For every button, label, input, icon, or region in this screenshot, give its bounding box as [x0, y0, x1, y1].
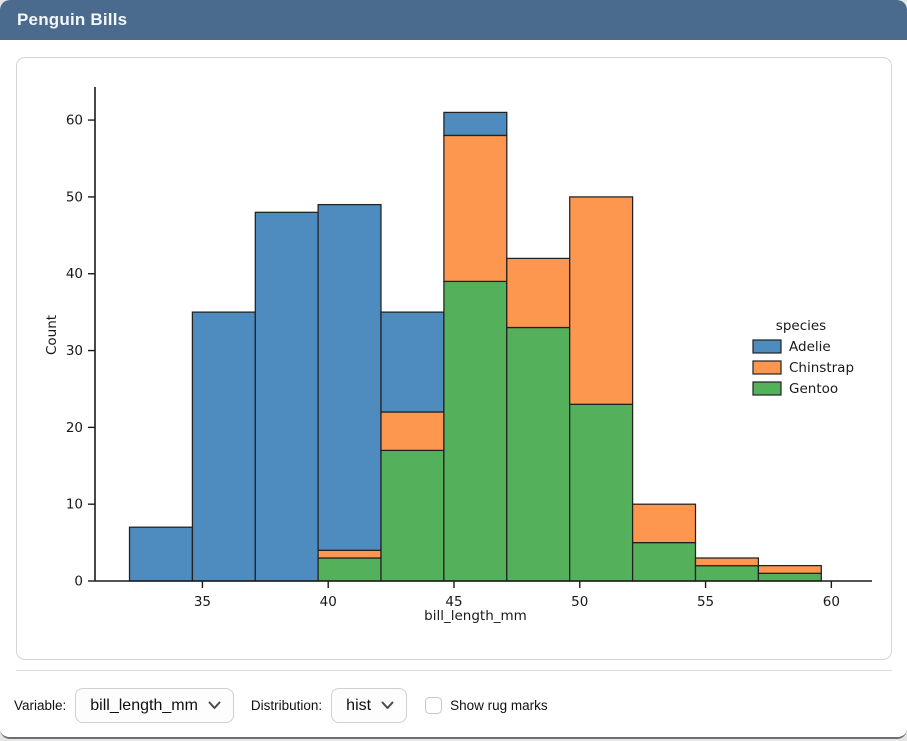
x-tick-label: 55 — [697, 594, 714, 610]
histogram-bar-segment-chinstrap — [317, 549, 382, 559]
legend-label-adelie: Adelie — [789, 339, 831, 355]
legend-swatch-adelie — [752, 339, 782, 354]
histogram-bar-segment-chinstrap — [506, 257, 571, 329]
rug-checkbox[interactable] — [425, 697, 443, 714]
histogram-bar-segment-adelie — [254, 211, 319, 582]
histogram-bar-segment-adelie — [443, 111, 508, 137]
title-bar: Penguin Bills — [0, 0, 907, 40]
histogram-bar-segment-adelie — [317, 203, 382, 551]
legend-label-gentoo: Gentoo — [789, 381, 838, 397]
legend-swatch-chinstrap — [752, 360, 782, 375]
histogram-chart: 35 40 45 50 55 60 0 10 20 30 40 50 60 bill_length_mm C… — [44, 87, 872, 624]
y-tick-label: 30 — [66, 343, 83, 359]
axes: 35 40 45 50 55 60 0 10 20 30 40 50 60 bill_length_mm C… — [44, 87, 872, 624]
histogram-bar-segment-gentoo — [443, 280, 508, 582]
histogram-bar-segment-adelie — [128, 526, 194, 582]
histogram-bars — [128, 111, 822, 582]
histogram-bar-segment-gentoo — [506, 326, 571, 582]
distribution-select-value: hist — [346, 696, 372, 714]
chevron-down-icon — [381, 701, 394, 709]
histogram-bar-segment-chinstrap — [569, 196, 634, 405]
histogram-bar-segment-chinstrap — [757, 564, 822, 574]
histogram-bar-segment-adelie — [380, 311, 445, 413]
y-tick-label: 10 — [66, 497, 83, 513]
chart-card: 35 40 45 50 55 60 0 10 20 30 40 50 60 bill_length_mm C… — [16, 57, 892, 660]
histogram-bar-segment-chinstrap — [380, 411, 445, 452]
legend-title: species — [776, 318, 826, 334]
histogram-bar-segment-gentoo — [757, 572, 822, 582]
rug-checkbox-label: Show rug marks — [450, 698, 548, 713]
x-tick-label: 45 — [445, 594, 462, 610]
histogram-bar-segment-chinstrap — [694, 557, 760, 567]
variable-label: Variable: — [14, 698, 67, 713]
chevron-down-icon — [208, 701, 221, 709]
app-title: Penguin Bills — [17, 10, 128, 29]
x-tick-label: 40 — [320, 594, 337, 610]
main-content: 35 40 45 50 55 60 0 10 20 30 40 50 60 bill_length_mm C… — [0, 40, 907, 671]
histogram-bar-segment-gentoo — [569, 403, 634, 582]
legend-swatch-gentoo — [752, 381, 782, 396]
histogram-bar-segment-adelie — [191, 311, 256, 582]
histogram-bar-segment-gentoo — [317, 557, 382, 582]
y-tick-label: 50 — [66, 189, 83, 205]
legend-label-chinstrap: Chinstrap — [789, 360, 854, 376]
y-tick-label: 0 — [74, 574, 83, 590]
legend: species Adelie Chinstrap Gentoo — [752, 318, 854, 397]
histogram-bar-segment-gentoo — [631, 541, 697, 582]
x-axis-label: bill_length_mm — [424, 608, 527, 624]
histogram-bar-segment-chinstrap — [631, 503, 697, 544]
histogram-bar-segment-gentoo — [380, 449, 445, 582]
variable-select[interactable]: bill_length_mm — [75, 688, 234, 723]
distribution-label: Distribution: — [250, 698, 323, 713]
y-axis-label: Count — [44, 315, 60, 355]
distribution-select[interactable]: hist — [331, 688, 408, 723]
y-tick-label: 60 — [66, 113, 83, 129]
y-tick-label: 20 — [66, 420, 83, 436]
x-tick-label: 35 — [194, 594, 211, 610]
histogram-bar-segment-chinstrap — [443, 134, 508, 283]
footer-divider — [16, 670, 892, 671]
x-tick-label: 60 — [823, 594, 840, 610]
x-tick-label: 50 — [571, 594, 588, 610]
variable-select-value: bill_length_mm — [90, 696, 198, 714]
control-bar: Variable: bill_length_mm Distribution: h… — [0, 671, 907, 737]
histogram-bar-segment-gentoo — [694, 564, 760, 582]
y-tick-label: 40 — [66, 266, 83, 282]
